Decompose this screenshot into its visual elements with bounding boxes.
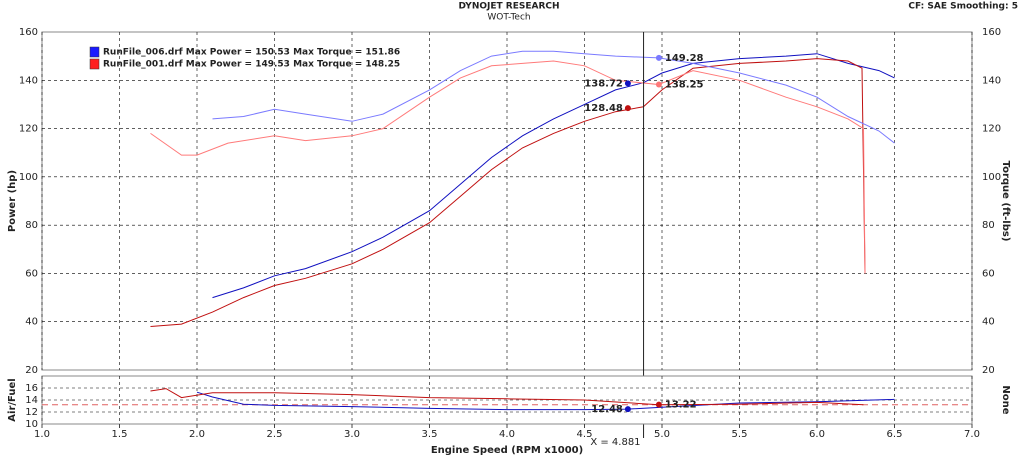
x-tick-label: 1.0 [34,429,50,440]
y-tick-label: 80 [25,220,38,231]
cursor-marker [655,401,662,408]
y-tick-label: 14 [25,395,38,406]
y2-tick-label: 20 [982,365,995,376]
cursor-value: 128.48 [584,103,623,114]
legend-swatch [89,58,100,70]
y-tick-label: 160 [19,27,38,38]
cursor-value: 138.72 [584,78,623,89]
cursor-marker [624,105,631,112]
series-line [212,53,895,299]
cursor-value: 12.48 [591,404,623,415]
x-tick-label: 5.0 [654,429,670,440]
y-axis-label: Air/Fuel [7,378,18,421]
y-tick-label: 20 [25,365,38,376]
y2-tick-label: 160 [982,27,1001,38]
y-tick-label: 12 [25,407,38,418]
series-line [150,60,866,274]
x-tick-label: 7.0 [964,429,980,440]
y2-tick-label: 60 [982,268,995,279]
x-tick-label: 4.0 [499,429,515,440]
subtitle: WOT-Tech [487,13,530,23]
x-tick-label: 1.5 [112,429,128,440]
x-tick-label: 6.5 [887,429,903,440]
cursor-value: 138.25 [665,80,704,91]
cursor-label: X = 4.881 [590,437,640,448]
y2-tick-label: 80 [982,220,995,231]
cursor-marker [655,54,662,61]
cursor-marker [624,80,631,87]
legend-label: RunFile_006.drf Max Power = 150.53 Max T… [103,48,400,58]
y-tick-label: 140 [19,75,38,86]
series-line [150,58,866,327]
y-tick-label: 100 [19,172,38,183]
y-axis-label: Power (hp) [7,170,18,232]
series-line [196,391,895,411]
y2-tick-label: 120 [982,124,1001,135]
y-tick-label: 40 [25,317,38,328]
y2-axis-label: Torque (ft-lbs) [1000,161,1011,242]
y2-tick-label: 40 [982,317,995,328]
x-tick-label: 3.5 [422,429,438,440]
x-axis-label: Engine Speed (RPM x1000) [431,445,583,456]
legend-swatch [89,46,100,58]
cursor-value: 13.22 [665,400,697,411]
x-tick-label: 2.5 [267,429,283,440]
y2-tick-label: 140 [982,75,1001,86]
x-tick-label: 6.0 [809,429,825,440]
cursor-marker [655,81,662,88]
series-line [212,50,895,144]
y-tick-label: 16 [25,383,38,394]
title: DYNOJET RESEARCH [458,2,559,12]
x-tick-label: 3.0 [344,429,360,440]
cursor-marker [624,406,631,413]
cursor-value: 149.28 [665,53,704,64]
y2-tick-label: 100 [982,172,1001,183]
y-tick-label: 60 [25,268,38,279]
settings: CF: SAE Smoothing: 5 [908,2,1018,12]
y2-axis-label: None [1000,385,1011,414]
x-tick-label: 4.5 [577,429,593,440]
y-tick-label: 120 [19,124,38,135]
x-tick-label: 2.0 [189,429,205,440]
x-tick-label: 5.5 [732,429,748,440]
legend-label: RunFile_001.drf Max Power = 149.53 Max T… [103,60,400,70]
series-line [150,388,864,406]
y-tick-label: 10 [25,419,38,430]
